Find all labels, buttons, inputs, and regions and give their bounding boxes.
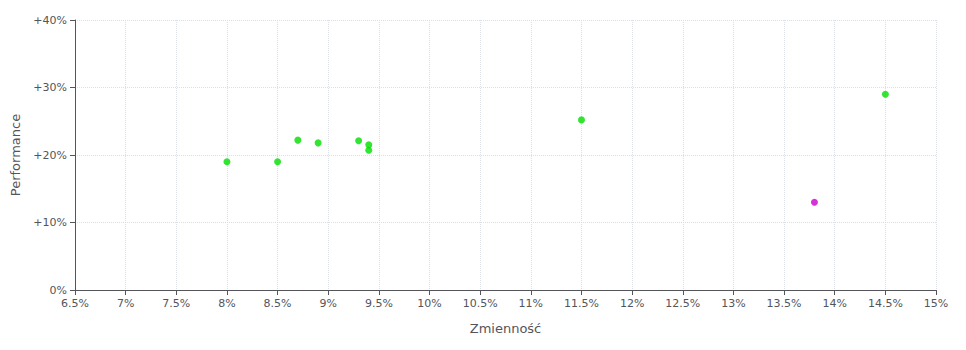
svg-text:9%: 9%: [320, 297, 337, 310]
svg-text:10.5%: 10.5%: [463, 297, 498, 310]
svg-text:10%: 10%: [417, 297, 441, 310]
svg-text:7%: 7%: [117, 297, 134, 310]
svg-text:7.5%: 7.5%: [162, 297, 190, 310]
svg-text:+20%: +20%: [33, 149, 67, 162]
svg-text:6.5%: 6.5%: [61, 297, 89, 310]
svg-text:0%: 0%: [50, 284, 67, 297]
svg-text:+40%: +40%: [33, 14, 67, 27]
svg-text:11.5%: 11.5%: [564, 297, 599, 310]
svg-text:11%: 11%: [519, 297, 543, 310]
svg-text:13.5%: 13.5%: [767, 297, 802, 310]
svg-text:8%: 8%: [218, 297, 235, 310]
svg-text:14.5%: 14.5%: [868, 297, 903, 310]
svg-text:8.5%: 8.5%: [264, 297, 292, 310]
svg-text:12%: 12%: [620, 297, 644, 310]
svg-text:12.5%: 12.5%: [665, 297, 700, 310]
svg-text:Zmienność: Zmienność: [470, 321, 542, 336]
svg-text:Performance: Performance: [8, 114, 23, 196]
svg-text:13%: 13%: [721, 297, 745, 310]
svg-text:14%: 14%: [822, 297, 846, 310]
svg-text:+30%: +30%: [33, 81, 67, 94]
svg-text:15%: 15%: [924, 297, 948, 310]
svg-text:9.5%: 9.5%: [365, 297, 393, 310]
svg-text:+10%: +10%: [33, 216, 67, 229]
